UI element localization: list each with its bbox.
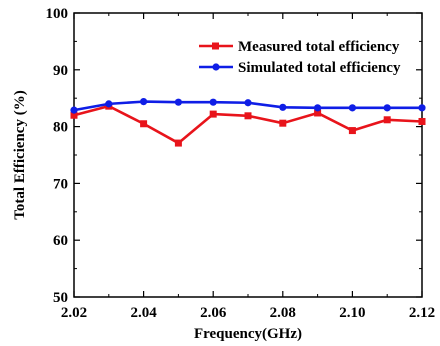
measured-point bbox=[314, 109, 322, 117]
simulated-point bbox=[383, 104, 391, 112]
y-tick-label: 70 bbox=[53, 176, 68, 192]
y-axis-title: Total Efficiency (%) bbox=[12, 90, 28, 219]
measured-point bbox=[174, 139, 182, 147]
x-tick-label: 2.08 bbox=[270, 305, 296, 321]
plot-area bbox=[73, 12, 423, 298]
simulated-point bbox=[244, 99, 252, 107]
series-layer bbox=[70, 98, 426, 147]
x-tick-label: 2.10 bbox=[339, 305, 365, 321]
measured-point bbox=[348, 127, 356, 135]
legend-measured-marker bbox=[212, 42, 219, 50]
legend-measured-label: Measured total efficiency bbox=[238, 39, 400, 55]
simulated-point bbox=[418, 104, 426, 112]
measured-point bbox=[140, 120, 148, 128]
y-tick-label: 100 bbox=[46, 6, 69, 22]
measured-point bbox=[209, 110, 217, 118]
x-tick-label: 2.12 bbox=[409, 305, 435, 321]
measured-point bbox=[418, 117, 426, 125]
y-tick-label: 90 bbox=[53, 63, 68, 79]
x-axis-title: Frequency(GHz) bbox=[194, 326, 302, 342]
simulated-point bbox=[105, 100, 113, 108]
x-tick-label: 2.04 bbox=[130, 305, 157, 321]
legend: Measured total efficiency Simulated total… bbox=[199, 39, 401, 76]
simulated-point bbox=[140, 98, 148, 106]
x-axis: 2.02 2.04 2.06 2.08 2.10 2.12 bbox=[61, 13, 435, 321]
y-tick-label: 80 bbox=[53, 120, 68, 136]
simulated-point bbox=[314, 104, 322, 112]
simulated-point bbox=[174, 98, 182, 106]
measured-point bbox=[383, 116, 391, 124]
legend-simulated-label: Simulated total efficiency bbox=[238, 60, 401, 76]
x-tick-label: 2.02 bbox=[61, 305, 87, 321]
measured-point bbox=[70, 111, 78, 119]
legend-simulated-marker bbox=[212, 63, 220, 71]
x-tick-label: 2.06 bbox=[200, 305, 227, 321]
y-tick-label: 60 bbox=[53, 233, 68, 249]
simulated-point bbox=[209, 98, 217, 106]
simulated-point bbox=[279, 103, 287, 111]
measured-point bbox=[244, 112, 252, 120]
simulated-point bbox=[348, 104, 356, 112]
simulated-point bbox=[70, 106, 78, 114]
measured-point bbox=[279, 119, 287, 127]
y-tick-label: 50 bbox=[53, 290, 68, 306]
y-axis: 50 60 70 80 90 100 bbox=[46, 6, 422, 306]
